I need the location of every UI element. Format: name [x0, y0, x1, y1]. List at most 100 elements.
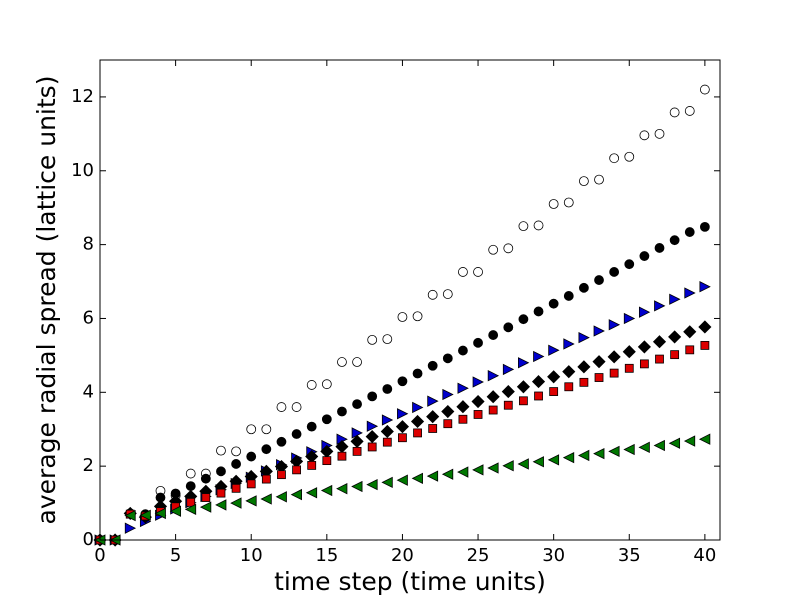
point	[654, 128, 665, 139]
y-tick-label: 0	[83, 529, 94, 550]
point	[698, 433, 711, 445]
point	[473, 337, 483, 348]
point	[473, 410, 483, 419]
point	[216, 488, 226, 498]
point	[683, 435, 696, 447]
point	[201, 493, 211, 502]
point	[245, 495, 257, 507]
point	[261, 424, 272, 435]
point	[366, 478, 378, 491]
point	[533, 306, 544, 317]
point	[654, 243, 665, 253]
point	[593, 447, 605, 460]
point	[291, 429, 302, 439]
point	[458, 414, 468, 424]
point	[367, 442, 377, 452]
point	[307, 461, 317, 470]
point	[668, 437, 681, 449]
point	[549, 387, 559, 396]
point	[503, 400, 513, 410]
point	[380, 424, 394, 439]
point	[410, 414, 425, 429]
point	[594, 275, 604, 285]
point	[397, 312, 408, 322]
point	[548, 344, 560, 356]
point	[518, 357, 530, 369]
point	[381, 414, 394, 426]
point	[637, 340, 651, 354]
point	[684, 227, 695, 237]
point	[609, 267, 620, 277]
point	[306, 380, 317, 390]
point	[503, 322, 514, 333]
x-tick-label: 10	[240, 545, 263, 566]
point	[154, 507, 166, 520]
point	[412, 368, 423, 379]
point	[639, 251, 650, 261]
point	[639, 359, 649, 369]
point	[411, 472, 423, 484]
point	[336, 483, 348, 495]
x-tick-label: 0	[94, 545, 105, 566]
point	[457, 466, 469, 478]
point	[486, 390, 500, 404]
point	[472, 376, 484, 388]
y-axis-title: average radial spread (lattice units)	[32, 76, 61, 525]
point	[200, 473, 211, 484]
point	[594, 373, 604, 382]
point	[516, 380, 530, 394]
point	[231, 446, 241, 457]
point	[185, 481, 196, 491]
point	[562, 365, 576, 379]
point	[290, 488, 302, 501]
plot-frame	[99, 59, 721, 541]
y-tick-label: 12	[71, 86, 94, 107]
point	[593, 325, 605, 337]
point	[442, 353, 453, 364]
point	[624, 259, 635, 270]
point	[458, 267, 468, 277]
x-tick-label: 20	[391, 545, 414, 566]
x-axis-title: time step (time units)	[274, 567, 546, 596]
point	[503, 243, 514, 254]
point	[563, 338, 575, 350]
point	[563, 291, 574, 301]
point	[277, 470, 286, 480]
point	[609, 368, 619, 378]
point	[668, 330, 682, 344]
point	[670, 350, 680, 360]
x-tick-label: 35	[618, 545, 641, 566]
point	[700, 341, 710, 350]
point	[442, 289, 453, 299]
point	[533, 350, 545, 363]
point	[471, 394, 485, 409]
point	[624, 363, 634, 373]
point	[352, 399, 362, 410]
point	[502, 460, 514, 472]
point	[321, 379, 332, 390]
point	[216, 466, 226, 477]
point	[698, 320, 712, 334]
point	[427, 395, 439, 407]
point	[276, 436, 287, 447]
point	[592, 355, 606, 369]
point	[426, 470, 439, 482]
point	[501, 385, 515, 399]
point	[684, 287, 696, 299]
point	[548, 298, 559, 309]
point	[216, 445, 226, 456]
point	[382, 334, 393, 345]
point	[684, 106, 695, 116]
point	[305, 487, 318, 499]
point	[669, 235, 680, 246]
point	[473, 267, 483, 277]
point	[623, 312, 636, 325]
point	[292, 465, 301, 475]
point	[246, 479, 256, 489]
point	[519, 396, 528, 406]
point	[291, 402, 302, 412]
point	[124, 522, 137, 534]
point	[382, 437, 392, 447]
x-tick-label: 5	[170, 545, 181, 566]
